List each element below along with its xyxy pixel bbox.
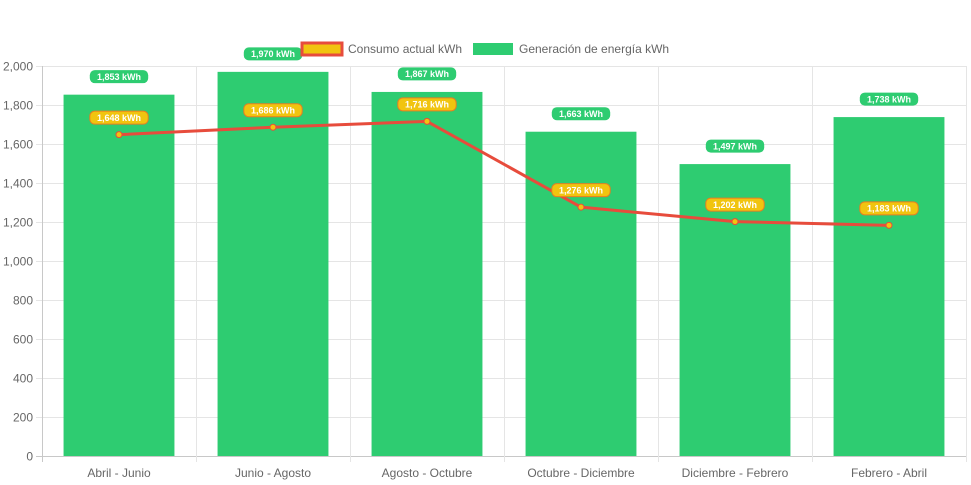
legend-swatch-consumo	[300, 41, 344, 57]
y-tick-label: 1,600	[3, 138, 33, 152]
bar-value-label: 1,738 kWh	[859, 92, 919, 106]
line-value-label-bg	[89, 110, 149, 125]
line-point[interactable]	[885, 221, 893, 229]
legend[interactable]: Consumo actual kWh Generación de energía …	[300, 41, 669, 57]
line-value-label: 1,716 kWh	[397, 97, 457, 112]
line-value-label-bg	[397, 97, 457, 112]
bar-value-label-text: 1,663 kWh	[559, 109, 603, 119]
bar-value-label-text: 1,738 kWh	[867, 94, 911, 104]
line-point[interactable]	[423, 117, 431, 125]
x-tick-label: Agosto - Octubre	[382, 466, 473, 480]
line-value-label-text: 1,202 kWh	[713, 200, 757, 210]
bar-value-label-bg	[705, 139, 765, 153]
line-series	[115, 117, 893, 229]
line-value-label-bg	[859, 201, 919, 216]
line-value-label-bg	[551, 183, 611, 198]
line-value-label-text: 1,716 kWh	[405, 100, 449, 110]
legend-item-consumo[interactable]: Consumo actual kWh	[300, 41, 462, 57]
bar-value-label-bg	[551, 107, 611, 121]
line-value-label-bg	[705, 197, 765, 212]
bar-value-label: 1,663 kWh	[551, 107, 611, 121]
x-tick-label: Febrero - Abril	[851, 466, 927, 480]
line-value-label: 1,276 kWh	[551, 183, 611, 198]
bar[interactable]	[371, 91, 483, 456]
data-labels: 1,853 kWh 1,970 kWh 1,867 kWh 1,663 kWh 1,49…	[89, 47, 919, 216]
consumption-line[interactable]	[118, 119, 890, 227]
bar-value-label-bg	[89, 70, 149, 84]
bar-value-label-text: 1,853 kWh	[97, 72, 141, 82]
line-value-label: 1,648 kWh	[89, 110, 149, 125]
line-point[interactable]	[269, 123, 277, 131]
y-tick-label: 200	[13, 411, 33, 425]
bar-value-label-bg	[243, 47, 303, 61]
bar[interactable]	[63, 94, 175, 456]
bar-value-label-text: 1,970 kWh	[251, 49, 295, 59]
y-tick-label: 400	[13, 372, 33, 386]
line-value-label: 1,686 kWh	[243, 103, 303, 118]
grid-lines	[36, 66, 967, 462]
bar-series	[63, 71, 945, 456]
bar[interactable]	[833, 117, 945, 456]
bar-value-label: 1,867 kWh	[397, 67, 457, 81]
y-tick-label: 1,000	[3, 255, 33, 269]
y-tick-label: 1,800	[3, 99, 33, 113]
bar-value-label: 1,970 kWh	[243, 47, 303, 61]
bar-value-label: 1,497 kWh	[705, 139, 765, 153]
bar-value-label-bg	[859, 92, 919, 106]
bar-value-label-bg	[397, 67, 457, 81]
x-tick-label: Abril - Junio	[87, 466, 151, 480]
legend-item-generacion[interactable]: Generación de energía kWh	[473, 42, 669, 56]
bar[interactable]	[679, 164, 791, 456]
bar-value-label: 1,853 kWh	[89, 70, 149, 84]
y-tick-label: 800	[13, 294, 33, 308]
bar-value-label-text: 1,497 kWh	[713, 141, 757, 151]
x-tick-label: Diciembre - Febrero	[682, 466, 789, 480]
line-point[interactable]	[731, 218, 739, 226]
line-value-label-text: 1,648 kWh	[97, 113, 141, 123]
line-value-label-text: 1,686 kWh	[251, 105, 295, 115]
line-value-label-text: 1,183 kWh	[867, 204, 911, 214]
bar[interactable]	[525, 131, 637, 456]
x-tick-label: Octubre - Diciembre	[527, 466, 635, 480]
y-tick-label: 0	[26, 450, 33, 464]
y-tick-label: 600	[13, 333, 33, 347]
y-tick-label: 1,200	[3, 216, 33, 230]
axes: 0 200 400 600 800 1,000 1,200 1,400 1,600 1,800 2,…	[3, 60, 927, 481]
line-point[interactable]	[577, 203, 585, 211]
y-tick-label: 2,000	[3, 60, 33, 74]
bar-value-label-text: 1,867 kWh	[405, 69, 449, 79]
legend-label-consumo: Consumo actual kWh	[348, 42, 462, 56]
line-value-label-text: 1,276 kWh	[559, 185, 603, 195]
line-value-label: 1,202 kWh	[705, 197, 765, 212]
bar[interactable]	[217, 71, 329, 456]
line-value-label: 1,183 kWh	[859, 201, 919, 216]
y-tick-label: 1,400	[3, 177, 33, 191]
line-value-label-bg	[243, 103, 303, 118]
x-tick-label: Junio - Agosto	[235, 466, 311, 480]
legend-label-generacion: Generación de energía kWh	[519, 42, 669, 56]
legend-swatch-generacion	[473, 43, 513, 55]
line-point[interactable]	[115, 131, 123, 139]
